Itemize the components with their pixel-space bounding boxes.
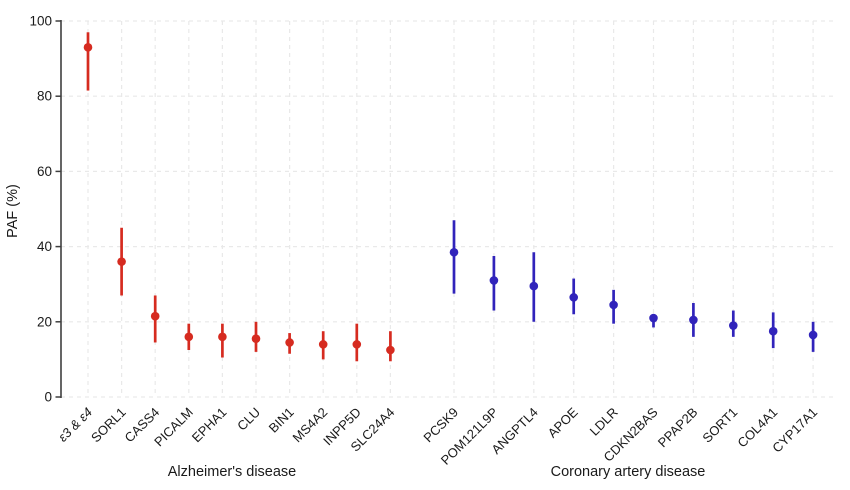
- point-dot: [609, 300, 618, 310]
- category-label: LDLR: [587, 405, 621, 439]
- point-dot: [808, 330, 818, 340]
- category-label: APOE: [545, 404, 581, 440]
- point-dot: [83, 43, 93, 52]
- point-dot: [649, 313, 658, 323]
- point-dot: [489, 276, 499, 285]
- category-label: CLU: [234, 405, 263, 434]
- y-tick-label: 20: [37, 314, 52, 329]
- point-dot: [251, 334, 261, 344]
- axis-layer: 0 20 40 60 80 100: [29, 14, 62, 405]
- y-tick-label: 60: [37, 164, 52, 179]
- point-dot: [689, 315, 698, 325]
- y-tick-label: 0: [44, 390, 52, 405]
- point-dot: [768, 326, 778, 336]
- y-tick-label: 80: [37, 89, 52, 104]
- point-dot: [184, 332, 194, 342]
- point-dot: [569, 293, 578, 302]
- point-dot: [218, 332, 227, 342]
- y-tick-label: 100: [29, 14, 52, 29]
- point-dot: [117, 257, 126, 266]
- category-label: PPAP2B: [655, 405, 701, 451]
- point-dot: [449, 247, 459, 257]
- group-label-coronary: Coronary artery disease: [551, 464, 706, 480]
- group-label-alzheimers: Alzheimer's disease: [168, 464, 297, 480]
- point-dot: [150, 311, 160, 321]
- data-marks-layer: [83, 32, 818, 362]
- category-label: ε3 & ε4: [55, 405, 95, 445]
- category-label: SORL1: [88, 405, 129, 446]
- point-dot: [318, 340, 328, 349]
- y-tick-label: 40: [37, 239, 52, 254]
- point-dot: [352, 340, 362, 349]
- gridline-layer: [61, 20, 834, 398]
- point-dot: [386, 345, 395, 355]
- point-dot: [729, 321, 738, 330]
- y-axis-title: PAF (%): [5, 184, 21, 238]
- point-dot: [529, 281, 539, 291]
- point-dot: [285, 338, 294, 347]
- category-label: EPHA1: [189, 405, 230, 446]
- label-layer: PAF (%) Alzheimer's disease Coronary art…: [5, 184, 820, 480]
